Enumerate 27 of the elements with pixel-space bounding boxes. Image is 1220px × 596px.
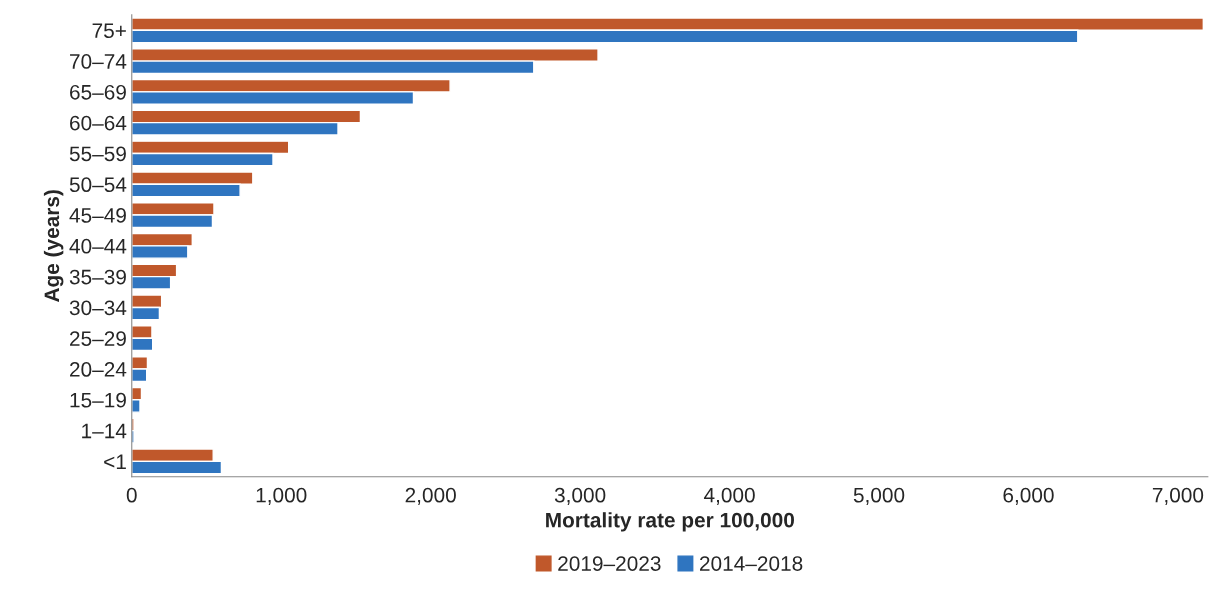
x-tick-label: 4,000 bbox=[703, 487, 755, 505]
x-tick-label: 6,000 bbox=[1003, 487, 1054, 505]
y-tick-label: 70–74 bbox=[70, 54, 127, 69]
x-tick-label: 2,000 bbox=[405, 487, 456, 505]
y-tick-label: 20–24 bbox=[70, 362, 127, 377]
x-tick-label: 5,000 bbox=[853, 487, 905, 505]
y-tick-label: 40–44 bbox=[69, 238, 127, 254]
y-tick-label: 60–64 bbox=[70, 115, 127, 131]
y-tick-label: 75+ bbox=[92, 23, 126, 39]
x-axis-title: Mortality rate per 100,000 bbox=[546, 512, 794, 532]
legend-label: 2019–2023 bbox=[558, 556, 661, 571]
y-tick-label: 30–34 bbox=[69, 300, 127, 316]
y-tick-label: 50–54 bbox=[69, 177, 127, 193]
y-tick-label: 25–29 bbox=[70, 331, 126, 346]
y-tick-label: 45–49 bbox=[69, 208, 126, 223]
y-tick-label: <1 bbox=[104, 454, 126, 469]
y-tick-label: 55–59 bbox=[69, 146, 126, 162]
y-axis-title: Age (years) bbox=[43, 190, 64, 303]
x-tick-label: 0 bbox=[126, 487, 137, 503]
x-tick-label: 3,000 bbox=[554, 487, 606, 505]
y-tick-label: 1–14 bbox=[82, 423, 127, 439]
y-tick-label: 15–19 bbox=[70, 392, 126, 408]
y-tick-label: 35–39 bbox=[69, 269, 126, 285]
y-tick-label: 65–69 bbox=[70, 84, 126, 100]
x-tick-label: 1,000 bbox=[256, 487, 307, 505]
legend-label: 2014–2018 bbox=[699, 556, 803, 571]
x-tick-label: 7,000 bbox=[1152, 487, 1204, 505]
